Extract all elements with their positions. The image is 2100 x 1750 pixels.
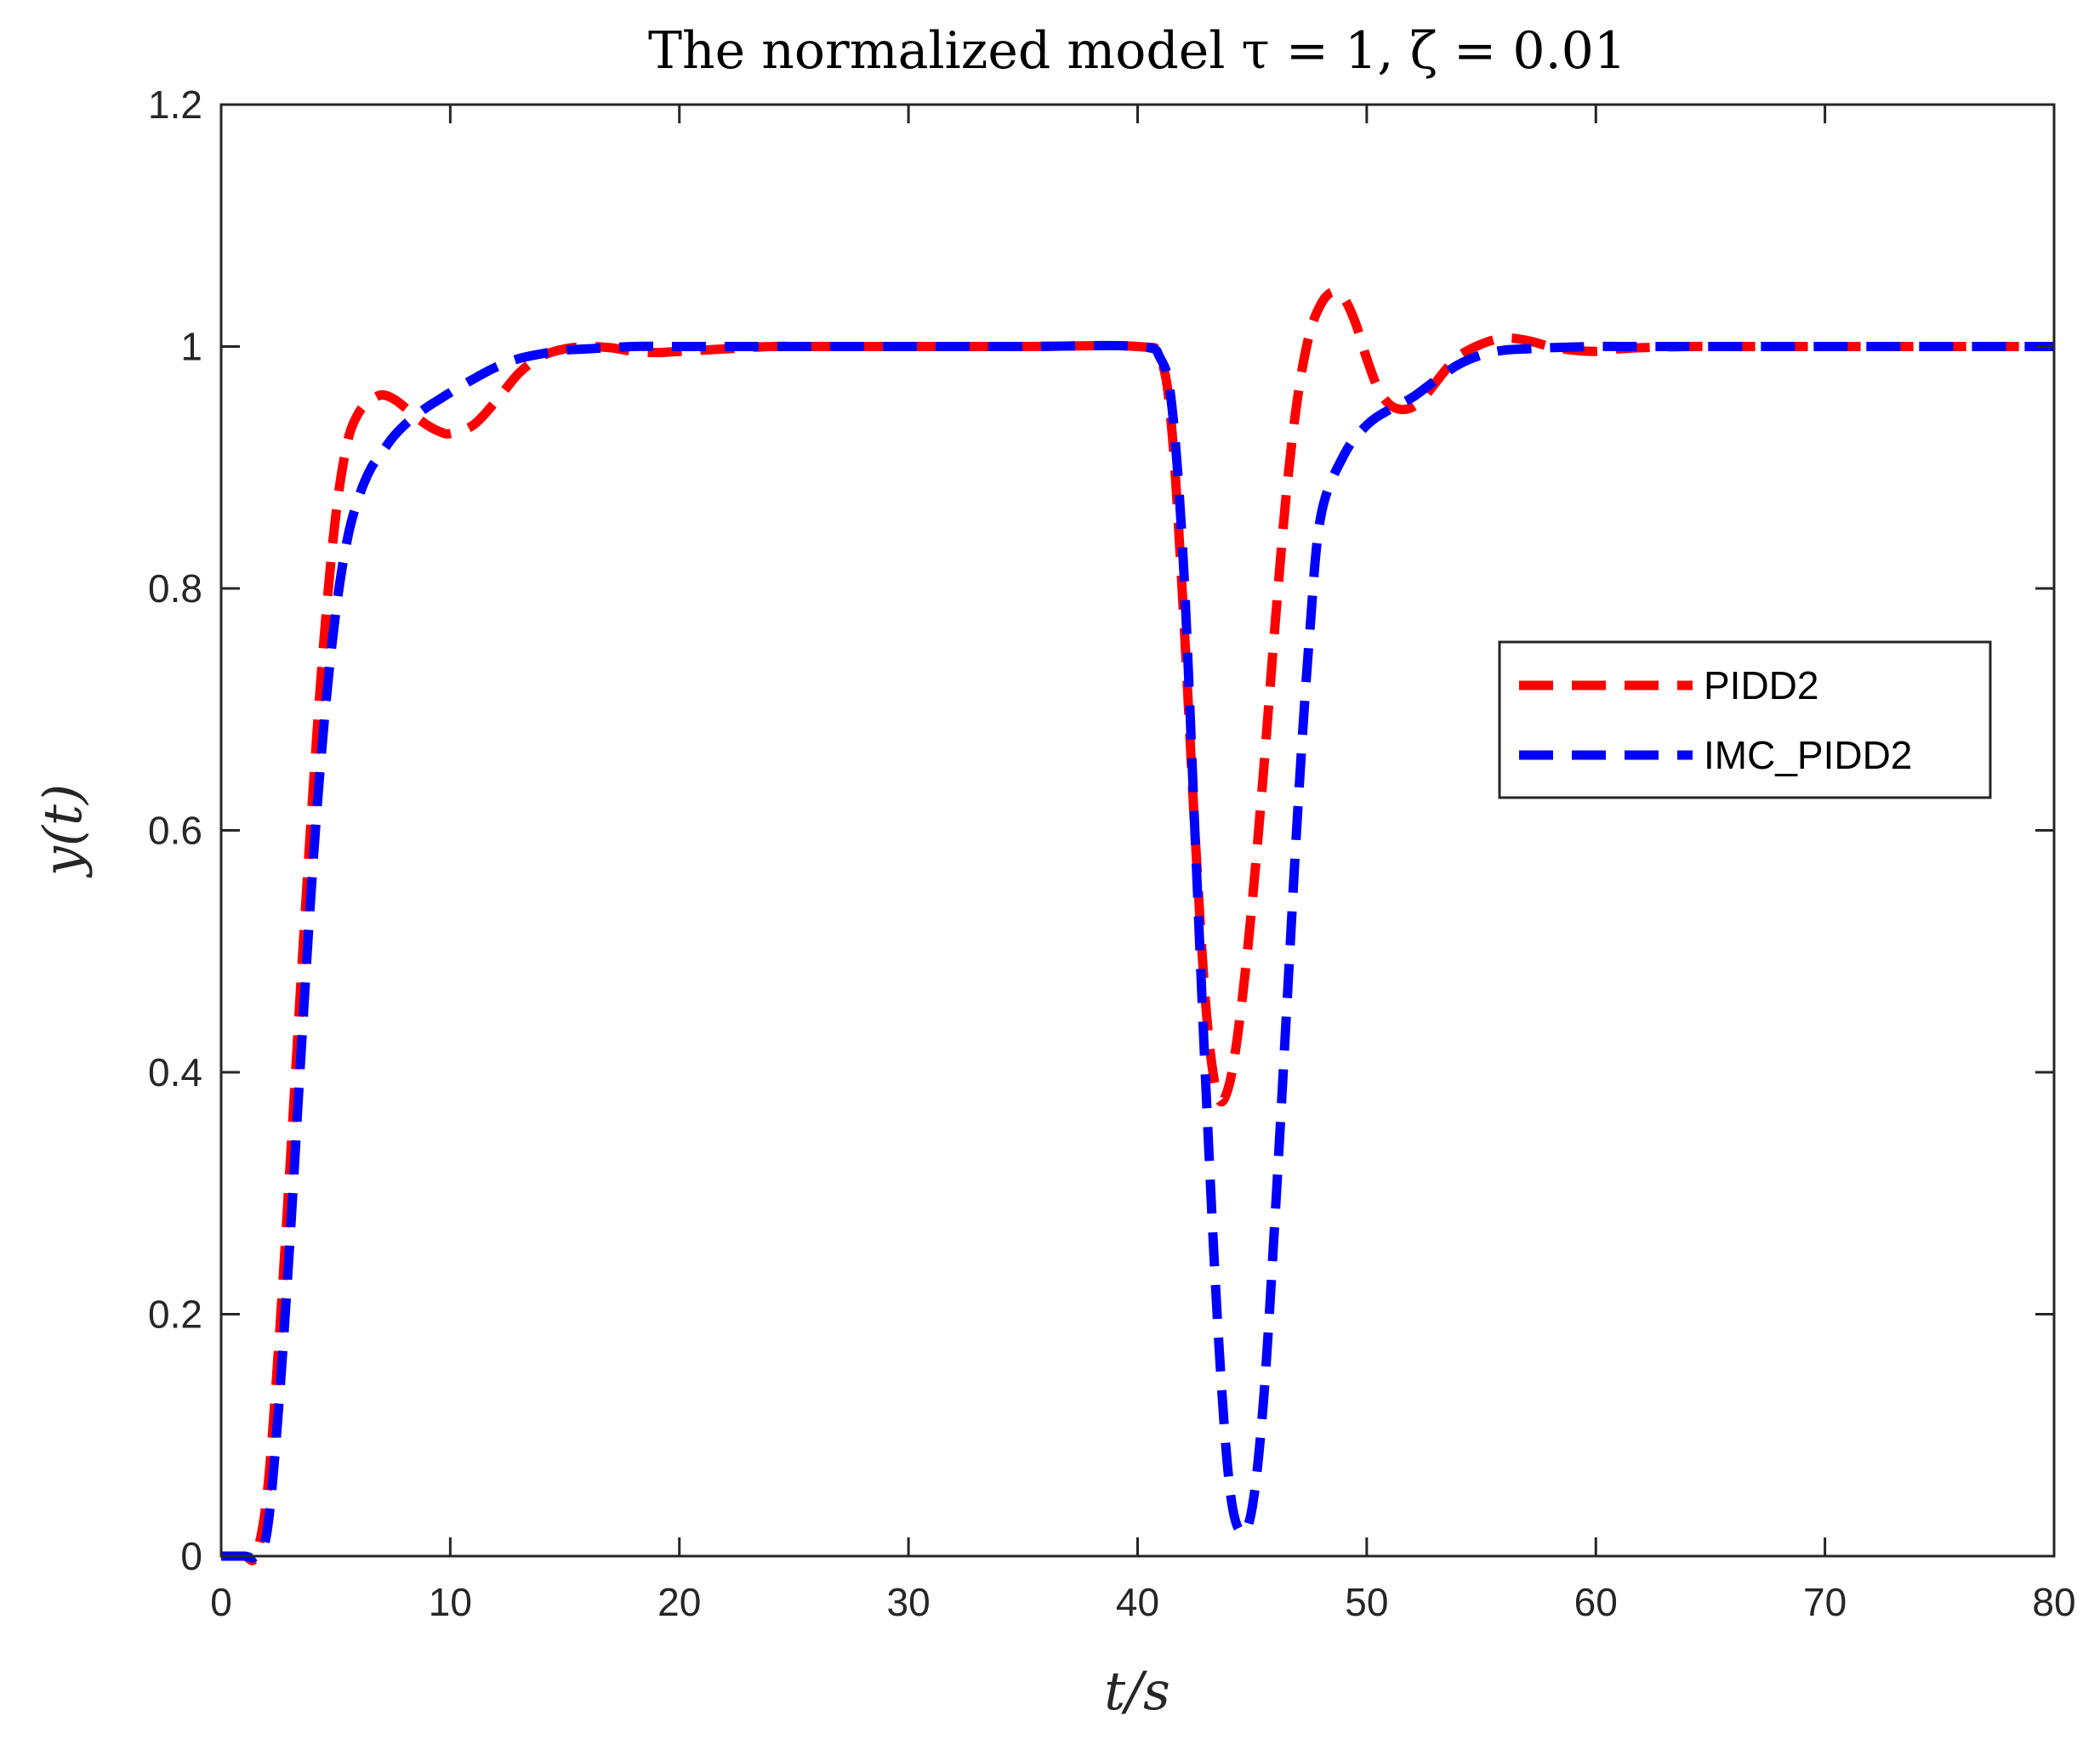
legend-label-pidd2: PIDD2 <box>1704 663 1818 707</box>
x-tick-label: 50 <box>1345 1580 1388 1624</box>
x-tick-label: 80 <box>2032 1580 2075 1624</box>
x-tick-label: 70 <box>1803 1580 1847 1624</box>
axes-box <box>219 103 2056 1558</box>
legend-box <box>1498 640 1992 799</box>
x-tick-label: 10 <box>429 1580 472 1624</box>
series-line-imc-pidd2 <box>221 340 2054 1563</box>
y-tick-label: 0.2 <box>148 1293 202 1337</box>
x-tick-label: 20 <box>657 1580 701 1624</box>
y-tick-label: 1 <box>180 325 202 369</box>
chart-title: The normalized model τ = 1, ζ = 0.01 <box>648 21 1626 81</box>
tick-layer: 0 10 20 30 40 50 60 70 80 0 0.2 0.4 0.6 0.8 1 1.2 <box>148 82 2076 1624</box>
y-tick-label: 1.2 <box>148 82 202 127</box>
legend-label-imc-pidd2: IMC_PIDD2 <box>1704 733 1912 777</box>
y-axis-label: y(t) <box>31 784 94 878</box>
series-layer <box>221 287 2054 1565</box>
y-tick-label: 0.6 <box>148 809 202 853</box>
y-tick-label: 0.8 <box>148 566 202 611</box>
x-tick-label: 30 <box>887 1580 930 1624</box>
y-tick-label: 0.4 <box>148 1050 202 1094</box>
y-tick-label: 0 <box>180 1534 202 1578</box>
x-tick-label: 40 <box>1116 1580 1159 1624</box>
legend: PIDD2 IMC_PIDD2 <box>1498 640 1992 799</box>
x-axis-label: t/s <box>1104 1660 1170 1722</box>
plot-area <box>221 105 2054 1556</box>
x-tick-label: 60 <box>1574 1580 1618 1624</box>
x-tick-label: 0 <box>210 1580 232 1624</box>
